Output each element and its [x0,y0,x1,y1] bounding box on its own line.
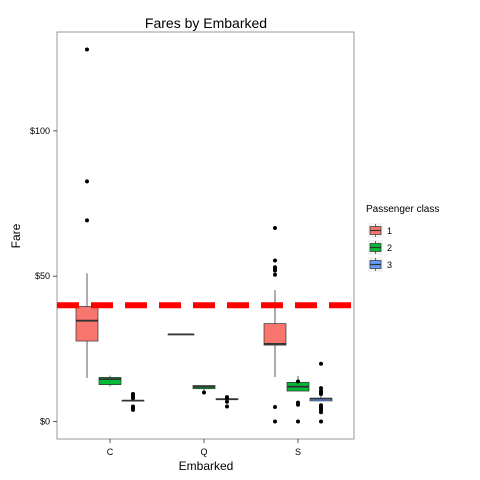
y-tick-label: $50 [35,271,50,281]
legend-label: 3 [387,260,392,270]
outlier-point [273,272,277,277]
plot-panel [56,31,355,440]
outlier-point [273,258,277,263]
x-tick-label: C [107,447,114,457]
outlier-point [273,225,277,230]
y-tick-label: $0 [40,417,50,427]
outlier-point [225,395,229,400]
outlier-point [225,399,229,404]
x-tick-label: S [295,447,301,457]
chart-title: Fares by Embarked [145,15,267,31]
y-axis-title: Fare [9,223,23,248]
outlier-point [85,47,89,52]
outlier-point [131,404,135,409]
legend: Passenger class 1 2 3 [366,204,439,272]
legend-key-1 [368,223,383,238]
y-axis: $0 $50 $100 [30,126,57,427]
box-S-class-1 [263,225,287,424]
outlier-point [85,218,89,223]
box-Q-class-3 [215,395,239,409]
outlier-point [319,403,323,408]
box-Q-class-other [167,333,195,336]
outlier-point [319,386,323,391]
y-tick-label: $100 [30,126,50,136]
box-layer [75,47,333,424]
outlier-point [319,389,323,394]
x-axis-title: Embarked [179,459,234,473]
box-C-class-1 [75,47,99,378]
outlier-point [296,379,300,384]
legend-key-3 [368,257,383,272]
outlier-point [225,404,229,409]
outlier-point [319,419,323,424]
legend-title: Passenger class [366,204,439,215]
box-body [75,306,99,342]
box-C-class-3 [121,391,145,412]
box-body [98,377,122,385]
outlier-point [273,265,277,270]
outlier-point [202,390,206,395]
outlier-point [273,405,277,410]
outlier-point [296,419,300,424]
outlier-point [273,419,277,424]
outlier-point [296,400,300,405]
outlier-point [319,361,323,366]
box-C-class-2 [98,375,122,387]
outlier-point [85,179,89,184]
box-body [263,323,287,346]
x-tick-label: Q [200,447,207,457]
box-S-class-3 [309,361,333,424]
box-S-class-2 [286,375,310,424]
outlier-point [131,391,135,396]
legend-label: 1 [387,226,392,236]
legend-label: 2 [387,243,392,253]
legend-key-2 [368,240,383,255]
box-Q-class-2 [192,385,216,395]
